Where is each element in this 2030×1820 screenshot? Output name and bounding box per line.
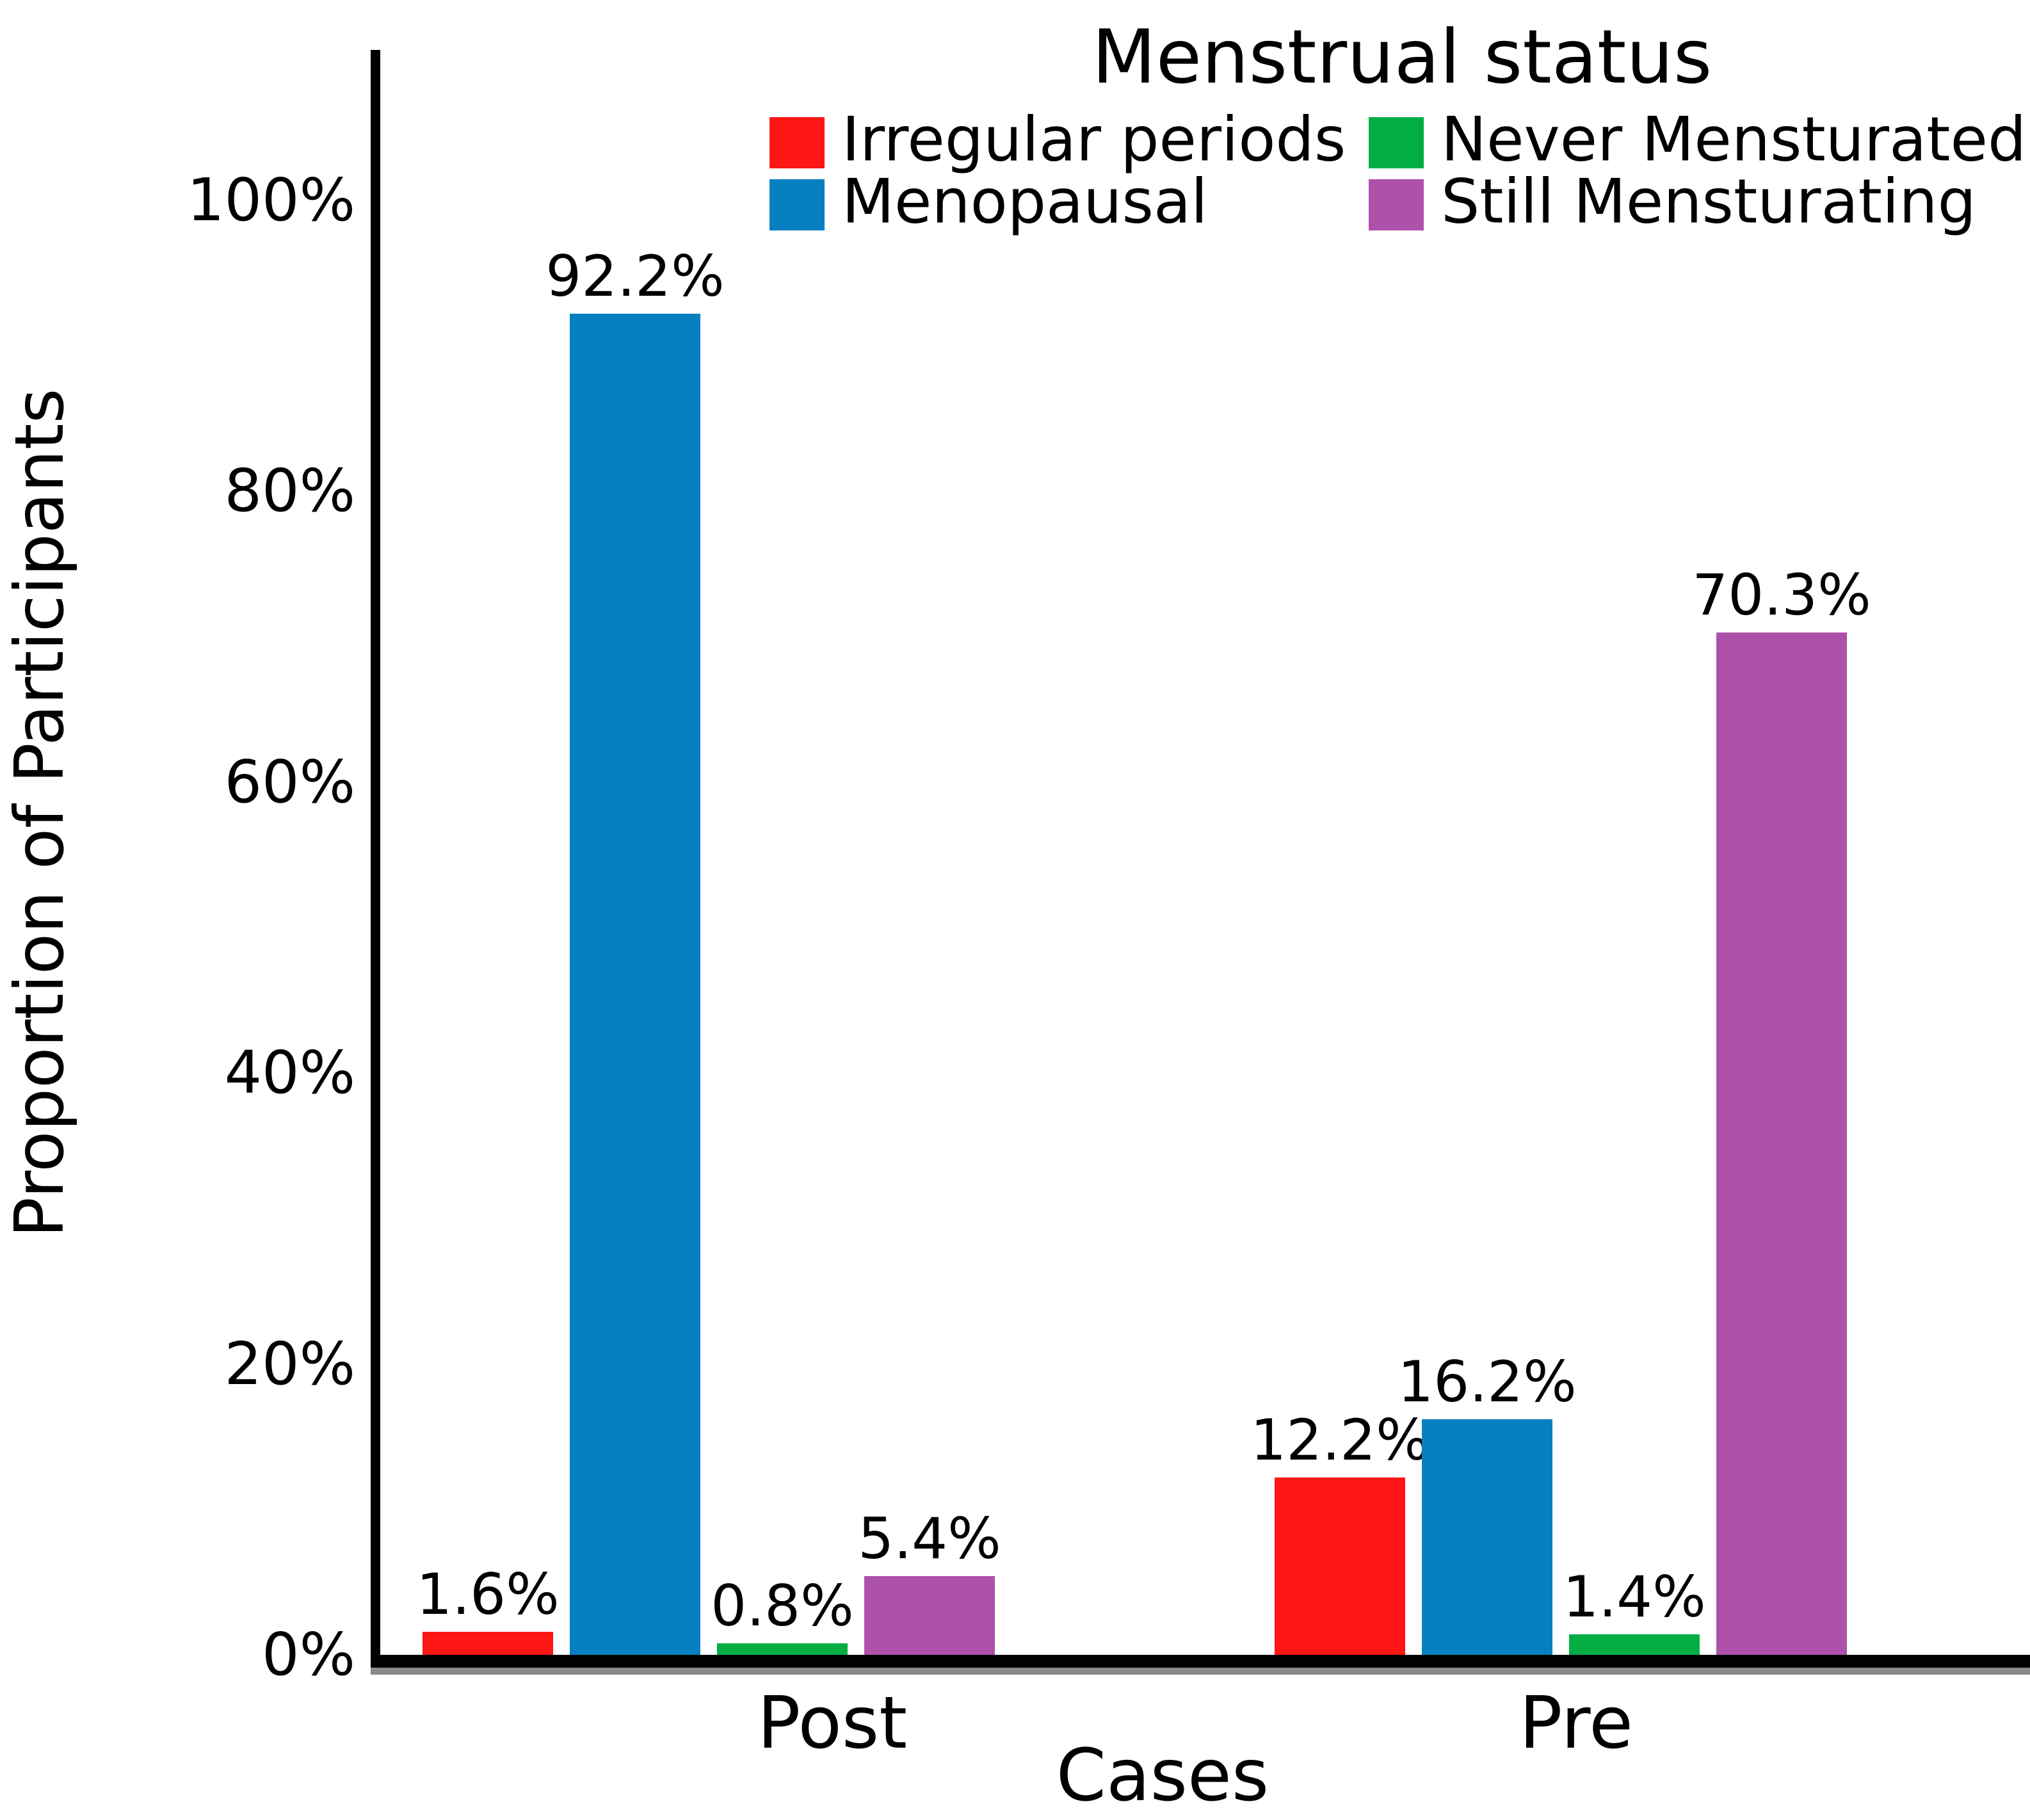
legend-swatch-icon bbox=[769, 179, 825, 230]
legend-label: Irregular periods bbox=[842, 104, 1346, 175]
bar-value-label: 12.2% bbox=[1250, 1407, 1430, 1473]
bar-value-label: 1.4% bbox=[1563, 1564, 1706, 1630]
bar-value-label: 70.3% bbox=[1692, 562, 1871, 628]
legend-title: Menstrual status bbox=[1092, 14, 1712, 101]
bar-value-label: 5.4% bbox=[858, 1506, 1001, 1572]
bar-value-label: 1.6% bbox=[416, 1561, 560, 1627]
bar-value-label: 0.8% bbox=[711, 1573, 854, 1639]
bar-pre-1 bbox=[1422, 1419, 1552, 1655]
bar-post-2 bbox=[717, 1643, 848, 1655]
y-tick-label: 20% bbox=[224, 1329, 355, 1398]
y-tick-label: 60% bbox=[224, 747, 355, 816]
legend-label: Still Mensturating bbox=[1441, 166, 1976, 238]
y-tick-label: 0% bbox=[262, 1620, 355, 1689]
legend-label: Menopausal bbox=[842, 166, 1208, 238]
legend-label: Never Mensturated bbox=[1441, 104, 2027, 175]
y-axis-line bbox=[371, 50, 380, 1668]
bar-post-3 bbox=[864, 1576, 995, 1655]
bar-pre-3 bbox=[1716, 632, 1847, 1655]
category-label-post: Post bbox=[757, 1682, 908, 1765]
category-label-pre: Pre bbox=[1518, 1682, 1634, 1765]
bar-post-1 bbox=[570, 314, 700, 1655]
y-tick-label: 80% bbox=[224, 456, 355, 526]
x-axis-shadow-line bbox=[371, 1668, 2030, 1675]
legend-swatch-icon bbox=[769, 117, 825, 168]
y-axis-label: Proportion of Participants bbox=[1, 388, 79, 1238]
bar-pre-2 bbox=[1569, 1634, 1700, 1655]
y-tick-label: 40% bbox=[224, 1038, 355, 1107]
y-tick-label: 100% bbox=[186, 166, 355, 234]
x-axis-line bbox=[371, 1655, 2030, 1668]
bar-pre-0 bbox=[1275, 1478, 1405, 1655]
bar-post-0 bbox=[423, 1632, 553, 1655]
legend-swatch-icon bbox=[1369, 179, 1424, 230]
bar-value-label: 92.2% bbox=[545, 243, 725, 309]
bar-value-label: 16.2% bbox=[1398, 1349, 1577, 1415]
x-axis-label: Cases bbox=[1056, 1734, 1269, 1817]
legend-swatch-icon bbox=[1369, 117, 1424, 168]
